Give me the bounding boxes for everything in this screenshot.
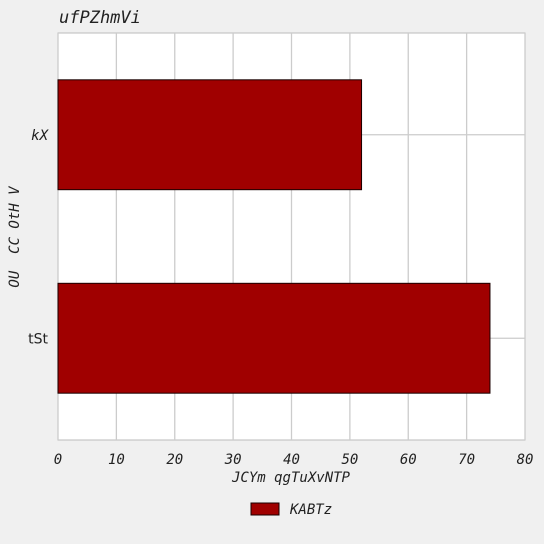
x-tick-label: 80 xyxy=(517,452,534,468)
y-tick-labels: kX tSt xyxy=(28,128,49,348)
chart-title: ufPZhmVi xyxy=(59,8,141,28)
x-tick-label: 40 xyxy=(283,452,300,468)
y-tick-label: kX xyxy=(31,128,49,144)
x-tick-label: 0 xyxy=(54,452,62,468)
x-tick-label: 70 xyxy=(458,452,475,468)
legend: KABTz xyxy=(250,502,332,518)
legend-label: KABTz xyxy=(289,502,332,518)
bar-kX xyxy=(57,79,363,191)
x-tick-labels: 0 10 20 30 40 50 60 70 80 xyxy=(54,452,534,468)
x-axis-title: JCYm qgTuXvNTP xyxy=(231,470,351,486)
y-tick-label: tSt xyxy=(28,331,48,347)
x-tick-label: 50 xyxy=(341,452,358,468)
x-tick-label: 30 xyxy=(224,452,242,468)
x-tick-label: 10 xyxy=(108,452,125,468)
legend-swatch xyxy=(250,502,280,516)
bars xyxy=(57,79,491,394)
x-tick-label: 20 xyxy=(166,452,183,468)
bar-tSt xyxy=(57,282,491,394)
x-tick-label: 60 xyxy=(400,452,417,468)
y-axis-title: OU CC OtH V xyxy=(7,185,23,288)
